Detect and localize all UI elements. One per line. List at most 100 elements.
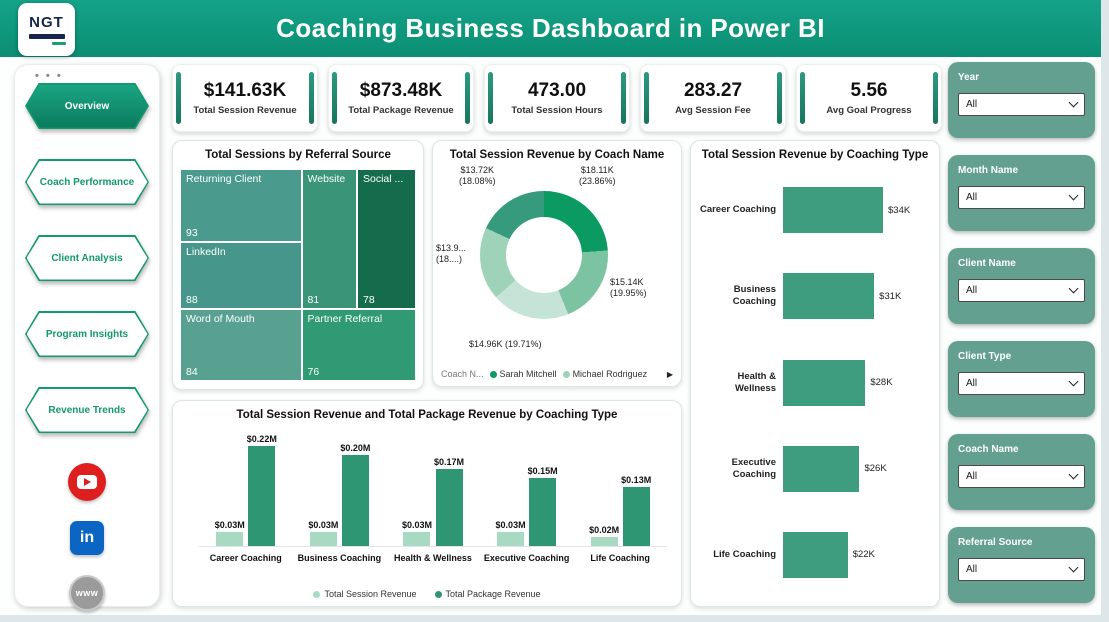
play-icon — [84, 478, 91, 486]
column-bar-total-package-revenue-business-coaching[interactable] — [341, 455, 369, 546]
legend-item-label: Total Package Revenue — [445, 589, 541, 599]
column-category-label: Life Coaching — [590, 553, 650, 563]
treemap-panel: Total Sessions by Referral Source Return… — [172, 140, 424, 390]
column-wrap: $0.03M — [496, 520, 526, 546]
column-group-career-coaching: $0.03M $0.22M — [215, 434, 277, 546]
filter-selected-value: All — [966, 564, 978, 575]
kpi-value: 283.27 — [683, 80, 743, 101]
treemap-tile-label: LinkedIn — [186, 246, 226, 259]
hbar-bar-career-coaching[interactable] — [783, 187, 883, 234]
kpi-accent-left — [488, 72, 493, 124]
hbar-category-label: Health & Wellness — [734, 370, 776, 394]
filter-card-year: Year All — [948, 62, 1095, 138]
column-category-label: Career Coaching — [209, 553, 282, 563]
treemap-tile-value: 93 — [186, 227, 198, 240]
treemap-tile-label: Returning Client — [186, 173, 262, 185]
column-bar-total-package-revenue-health-wellness[interactable] — [435, 468, 463, 546]
hbar-bar-life-coaching[interactable] — [783, 531, 848, 578]
column-bar-total-session-revenue-career-coaching[interactable] — [216, 532, 244, 546]
column-group-life-coaching: $0.02M $0.13M — [589, 475, 651, 546]
sidebar-item-overview[interactable]: Overview — [25, 83, 149, 129]
youtube-icon[interactable] — [68, 463, 106, 501]
column-wrap: $0.03M — [308, 520, 338, 546]
kpi-label: Avg Goal Progress — [826, 105, 912, 116]
chevron-down-icon — [1068, 469, 1079, 480]
column-bar-total-package-revenue-career-coaching[interactable] — [248, 446, 276, 546]
treemap-tile-website[interactable]: Website 81 — [301, 169, 357, 309]
column-legend: Total Session Revenue Total Package Reven… — [173, 589, 681, 599]
donut-panel: Total Session Revenue by Coach Name $18.… — [432, 140, 682, 387]
sidebar-item-program-insights[interactable]: Program Insights — [25, 311, 149, 357]
hbar-bar-executive-coaching[interactable] — [783, 445, 860, 492]
chevron-down-icon — [1068, 97, 1079, 108]
linkedin-icon[interactable]: in — [70, 521, 104, 555]
column-bar-total-package-revenue-executive-coaching[interactable] — [529, 477, 557, 546]
filter-select-client-type[interactable]: All — [958, 372, 1085, 395]
hbar-bar-health-wellness[interactable] — [783, 359, 866, 406]
hbar-value-label: $28K — [870, 377, 893, 388]
legend-dot-icon — [489, 370, 497, 378]
column-bar-total-session-revenue-executive-coaching[interactable] — [497, 532, 525, 546]
filter-select-year[interactable]: All — [958, 93, 1085, 116]
nav-button-face: Coach Performance — [26, 160, 148, 204]
donut-title: Total Session Revenue by Coach Name — [449, 149, 665, 161]
filter-select-referral-source[interactable]: All — [958, 558, 1085, 581]
treemap-tile-label: Partner Referral — [307, 312, 383, 325]
filter-label: Month Name — [958, 165, 1018, 176]
column-wrap: $0.03M — [215, 520, 245, 546]
filter-card-client-name: Client Name All — [948, 248, 1095, 324]
website-globe-icon[interactable]: www — [69, 575, 105, 611]
legend-item-total-package-revenue[interactable]: Total Package Revenue — [434, 589, 541, 599]
filter-select-month-name[interactable]: All — [958, 186, 1085, 209]
treemap-tile-value: 76 — [307, 365, 320, 378]
kpi-card-avg-goal-progress: 5.56 Avg Goal Progress — [796, 64, 942, 132]
sidebar-item-coach-performance[interactable]: Coach Performance — [25, 159, 149, 205]
chevron-down-icon — [1068, 190, 1079, 201]
hbar-category-label: Business Coaching — [732, 284, 776, 308]
column-title: Total Session Revenue and Total Package … — [236, 409, 618, 421]
treemap-tile-partner-referral[interactable]: Partner Referral 76 — [301, 308, 416, 381]
treemap-tile-returning-client[interactable]: Returning Client 93 — [180, 169, 302, 243]
hbar-row-career-coaching: Career Coaching $34K — [697, 167, 933, 253]
hbar-bar-business-coaching[interactable] — [783, 273, 875, 320]
column-group-health-wellness: $0.03M $0.17M — [402, 457, 464, 546]
youtube-play-box — [77, 475, 97, 489]
treemap-tile-linkedin[interactable]: LinkedIn 88 — [180, 242, 302, 309]
column-bar-total-session-revenue-business-coaching[interactable] — [309, 532, 337, 546]
column-bar-total-session-revenue-life-coaching[interactable] — [590, 536, 618, 546]
treemap-tile-word-of-mouth[interactable]: Word of Mouth 84 — [180, 308, 302, 381]
column-value-label: $0.20M — [340, 443, 371, 454]
column-bar-total-package-revenue-life-coaching[interactable] — [622, 486, 650, 546]
kpi-card-total-session-revenue: $141.63K Total Session Revenue — [172, 64, 318, 132]
filter-label: Client Name — [958, 258, 1016, 269]
filter-select-coach-name[interactable]: All — [958, 465, 1085, 488]
header: Coaching Business Dashboard in Power BI — [0, 0, 1101, 57]
filter-card-coach-name: Coach Name All — [948, 434, 1095, 510]
kpi-accent-right — [465, 72, 470, 124]
nav-button-face: Overview — [26, 84, 148, 128]
column-value-label: $0.03M — [401, 520, 432, 531]
sidebar-item-client-analysis[interactable]: Client Analysis — [25, 235, 149, 281]
treemap-tile-value: 78 — [363, 293, 375, 306]
treemap-tile-value: 84 — [186, 365, 198, 378]
legend-item-sarah-mitchell[interactable]: Sarah Mitchell — [489, 369, 557, 379]
kpi-accent-right — [621, 72, 626, 124]
donut-chart[interactable] — [480, 191, 608, 319]
column-group-executive-coaching: $0.03M $0.15M — [496, 466, 558, 546]
nav-button-face: Client Analysis — [26, 236, 148, 280]
column-bar-total-session-revenue-health-wellness[interactable] — [403, 532, 431, 546]
sidebar-item-revenue-trends[interactable]: Revenue Trends — [25, 387, 149, 433]
kpi-label: Total Package Revenue — [348, 105, 454, 116]
kpi-label: Total Session Revenue — [193, 105, 297, 116]
hbar-category-label: Career Coaching — [699, 204, 776, 216]
kpi-row: $141.63K Total Session Revenue $873.48K Tot… — [172, 64, 942, 132]
treemap-tile-social[interactable]: Social ... 78 — [357, 169, 416, 309]
filter-select-client-name[interactable]: All — [958, 279, 1085, 302]
legend-item-total-session-revenue[interactable]: Total Session Revenue — [313, 589, 417, 599]
kpi-accent-right — [777, 72, 782, 124]
filter-card-referral-source: Referral Source All — [948, 527, 1095, 603]
legend-scroll-arrow-icon[interactable]: ▶ — [666, 369, 673, 379]
hbar-panel: Total Session Revenue by Coaching Type C… — [690, 140, 940, 607]
sidebar-item-label: Client Analysis — [51, 252, 123, 264]
legend-item-michael-rodriguez[interactable]: Michael Rodriguez — [562, 369, 647, 379]
